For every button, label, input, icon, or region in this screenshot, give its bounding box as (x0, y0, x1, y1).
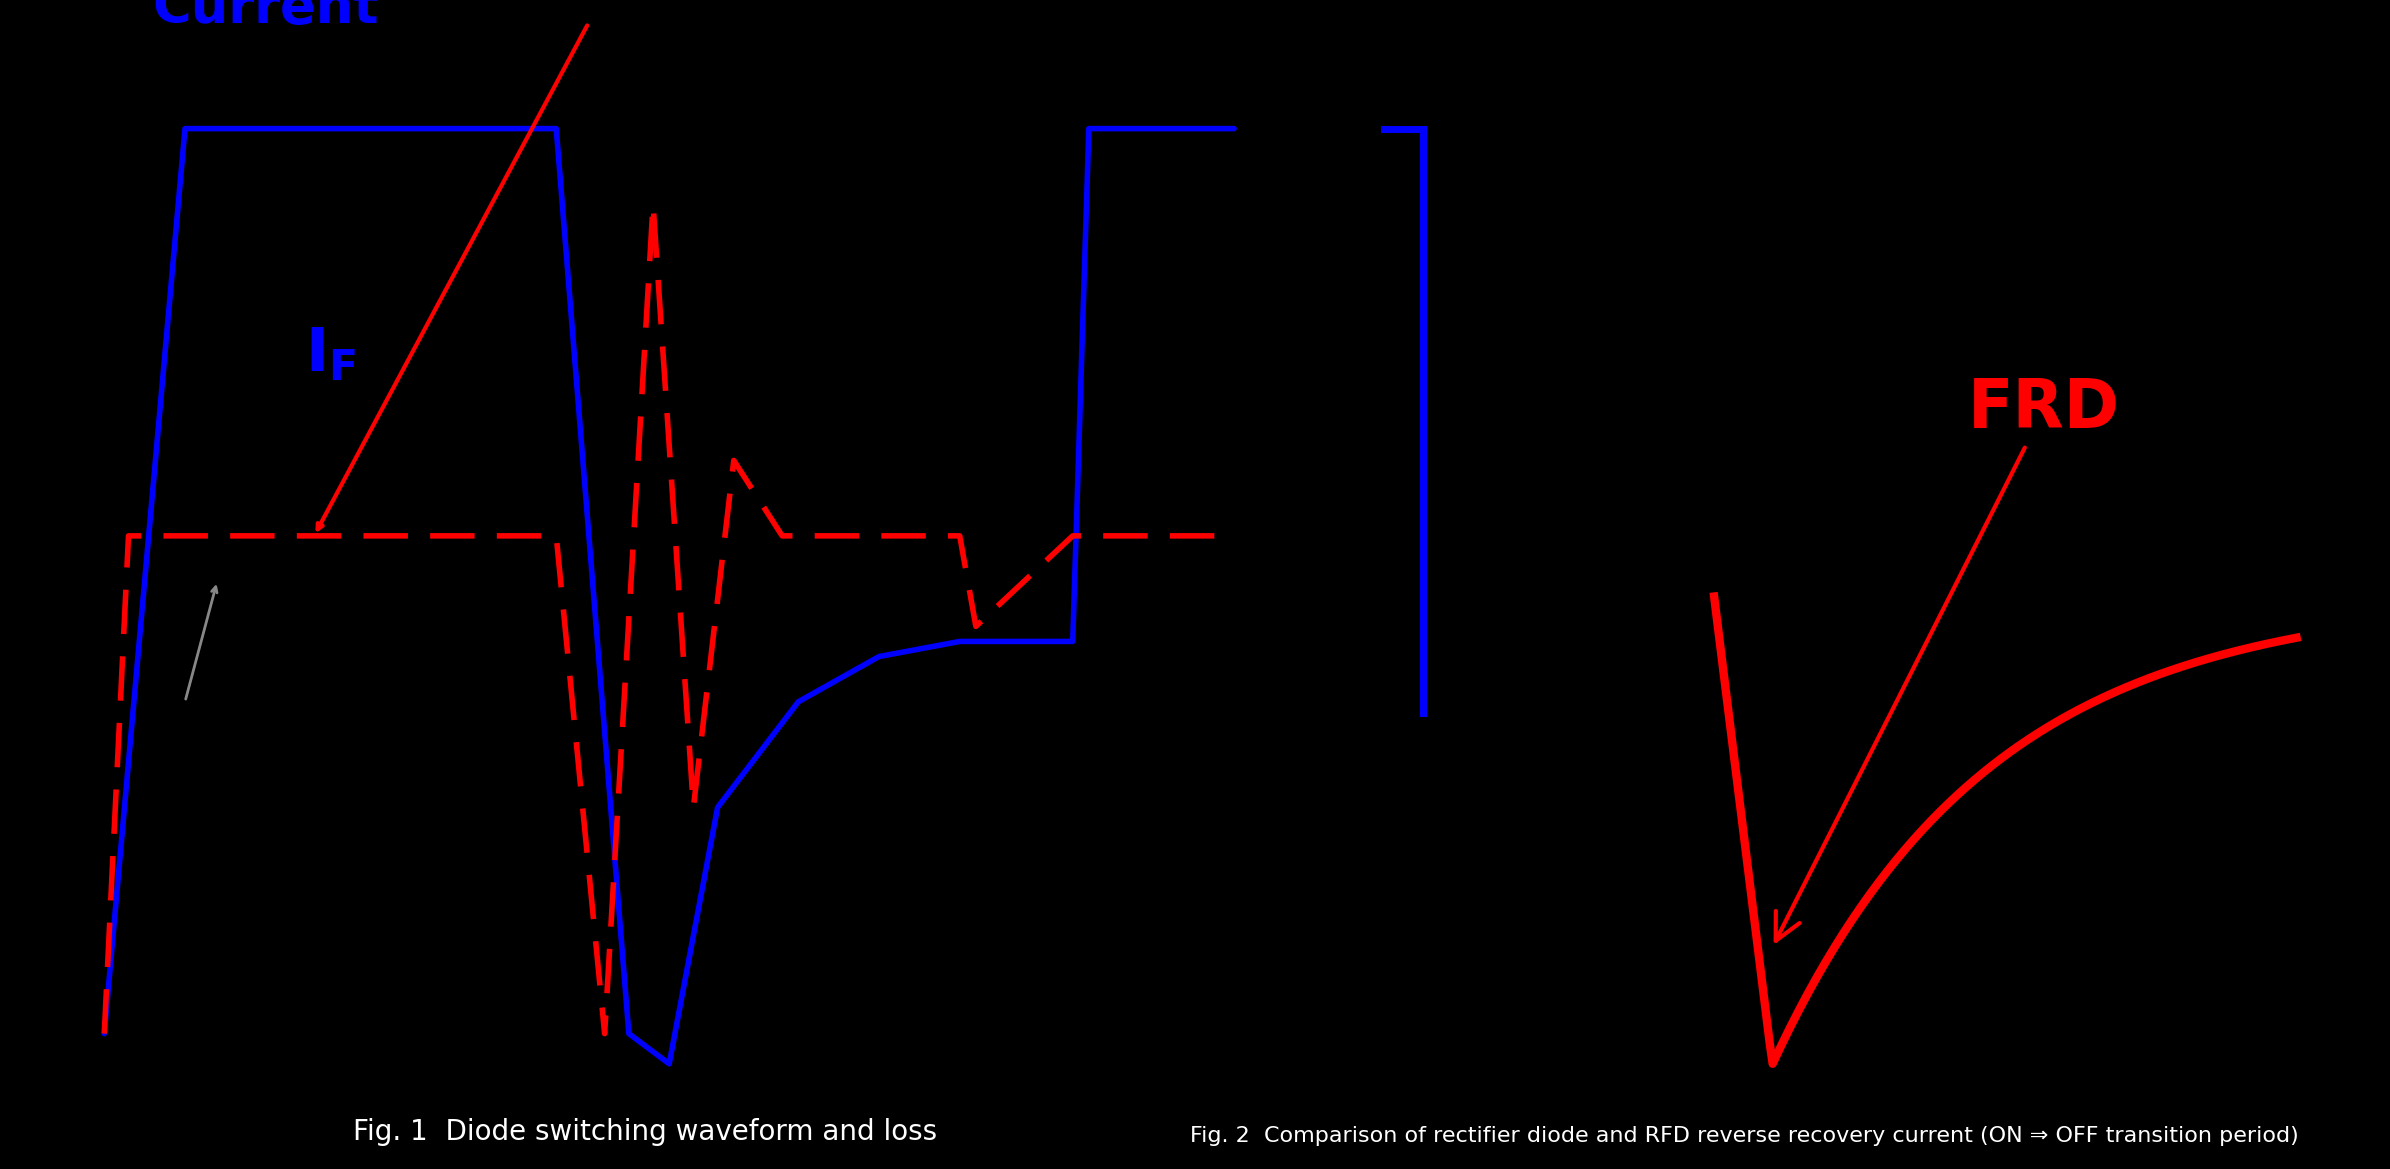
Text: FRD: FRD (1776, 376, 2120, 941)
Text: Fig. 1  Diode switching waveform and loss: Fig. 1 Diode switching waveform and loss (354, 1118, 937, 1146)
Text: $\mathbf{I_F}$: $\mathbf{I_F}$ (306, 325, 356, 385)
Text: Fig. 2  Comparison of rectifier diode and RFD reverse recovery current (ON ⇒ OFF: Fig. 2 Comparison of rectifier diode and… (1190, 1126, 2299, 1146)
Text: Current: Current (153, 0, 380, 34)
